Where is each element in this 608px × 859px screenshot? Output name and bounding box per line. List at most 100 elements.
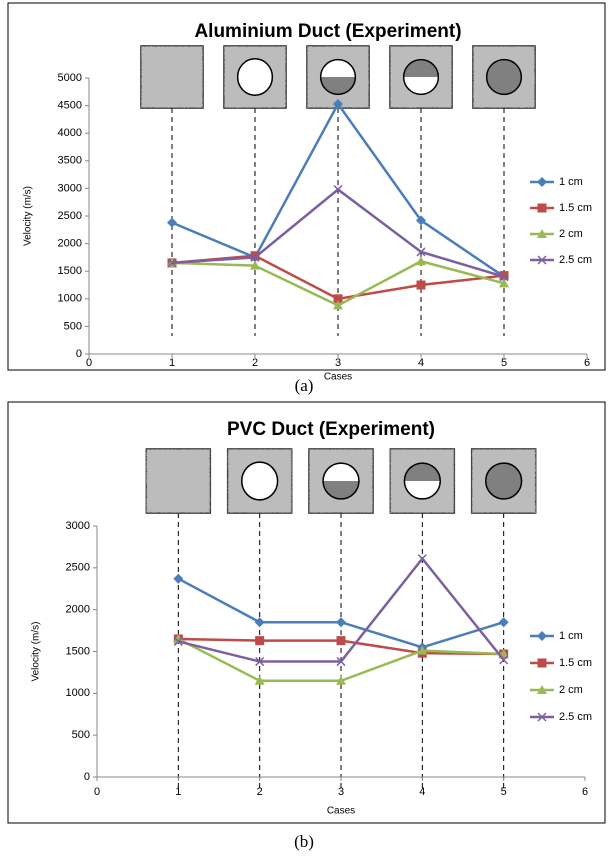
caption: (b) xyxy=(294,832,314,851)
legend-label: 1.5 cm xyxy=(559,657,592,669)
y-tick-label: 2500 xyxy=(66,562,90,574)
hole xyxy=(240,461,279,501)
marker xyxy=(336,636,346,646)
hole-bottom xyxy=(404,481,441,499)
y-tick-label: 2500 xyxy=(58,210,82,222)
marker xyxy=(417,645,428,655)
marker xyxy=(333,300,343,310)
x-tick-label: 2 xyxy=(257,786,263,798)
x-axis-label: Cases xyxy=(324,372,352,383)
chart-title: PVC Duct (Experiment) xyxy=(227,419,435,440)
hole xyxy=(236,58,274,96)
x-tick-label: 6 xyxy=(584,357,590,369)
y-tick-label: 4000 xyxy=(58,127,82,139)
caption: (a) xyxy=(295,376,314,395)
chart: Aluminium Duct (Experiment) (a) 0 500 1000 15… xyxy=(23,21,592,395)
marker xyxy=(333,98,343,109)
y-axis-label: Velocity (m/s) xyxy=(23,186,34,246)
texture xyxy=(146,449,211,513)
marker xyxy=(333,294,343,304)
x-tick-label: 1 xyxy=(175,786,181,798)
hole-top xyxy=(403,59,439,77)
y-axis-label: Velocity (m/s) xyxy=(31,621,42,681)
marker xyxy=(498,617,509,628)
x-tick-label: 0 xyxy=(86,357,92,369)
marker xyxy=(255,636,265,646)
y-tick-label: 0 xyxy=(84,771,90,783)
y-tick-label: 0 xyxy=(76,348,82,360)
legend-marker xyxy=(537,685,547,694)
marker xyxy=(417,554,427,564)
legend-marker xyxy=(537,255,547,265)
marker xyxy=(499,272,509,282)
hole-bottom xyxy=(320,77,356,95)
y-tick-label: 2000 xyxy=(66,604,90,616)
marker xyxy=(336,657,346,667)
legend-label: 1.5 cm xyxy=(559,202,592,214)
x-tick-label: 3 xyxy=(335,357,341,369)
marker xyxy=(173,636,183,646)
hole xyxy=(484,462,523,500)
hole-top xyxy=(323,463,359,481)
x-tick-label: 4 xyxy=(419,786,425,798)
legend-label: 2.5 cm xyxy=(559,711,592,723)
marker xyxy=(336,675,346,685)
marker xyxy=(416,247,426,257)
marker xyxy=(416,215,426,226)
hole-top xyxy=(404,463,441,481)
x-tick-label: 0 xyxy=(94,786,100,798)
texture xyxy=(141,46,203,108)
x-tick-label: 2 xyxy=(252,357,258,369)
y-tick-label: 3000 xyxy=(66,520,90,532)
marker xyxy=(167,258,177,268)
legend-label: 1 cm xyxy=(559,630,583,642)
y-tick-label: 1000 xyxy=(58,293,82,305)
hole xyxy=(322,462,360,500)
marker xyxy=(416,280,426,290)
y-tick-label: 3000 xyxy=(58,182,82,194)
marker xyxy=(250,251,260,261)
hole xyxy=(485,58,523,96)
marker xyxy=(499,278,509,288)
chart-title: Aluminium Duct (Experiment) xyxy=(194,21,461,42)
y-tick-label: 2000 xyxy=(58,238,82,250)
chart: PVC Duct (Experiment) (b) 0 500 1000 1500 2000… xyxy=(31,419,592,851)
x-tick-label: 5 xyxy=(501,786,507,798)
hole xyxy=(403,462,442,500)
hole xyxy=(319,58,357,96)
hole xyxy=(402,58,440,96)
x-axis-label: Cases xyxy=(327,806,355,817)
legend-marker xyxy=(537,203,547,213)
marker xyxy=(250,260,260,270)
y-tick-label: 1000 xyxy=(66,687,90,699)
y-tick-label: 4500 xyxy=(58,100,82,112)
hole-top xyxy=(320,59,356,77)
legend-label: 2.5 cm xyxy=(559,254,592,266)
marker xyxy=(255,657,265,667)
y-tick-label: 1500 xyxy=(66,645,90,657)
x-tick-label: 5 xyxy=(501,357,507,369)
y-tick-label: 500 xyxy=(64,320,82,332)
marker xyxy=(499,655,509,665)
hole-bottom xyxy=(323,481,359,499)
hole-bottom xyxy=(403,77,439,95)
legend-label: 2 cm xyxy=(559,684,583,696)
legend-label: 2 cm xyxy=(559,228,583,240)
marker xyxy=(416,256,426,266)
legend-marker xyxy=(537,712,547,722)
marker xyxy=(254,675,265,685)
legend-marker xyxy=(537,229,547,238)
marker xyxy=(167,217,177,228)
y-tick-label: 3500 xyxy=(58,155,82,167)
legend-marker xyxy=(537,631,547,641)
legend-marker xyxy=(537,658,547,668)
x-tick-label: 4 xyxy=(418,357,424,369)
y-tick-label: 1500 xyxy=(58,265,82,277)
marker xyxy=(250,252,260,262)
marker xyxy=(333,184,343,195)
x-tick-label: 6 xyxy=(582,786,588,798)
marker xyxy=(336,617,346,628)
legend-label: 1 cm xyxy=(559,176,583,188)
y-tick-label: 5000 xyxy=(58,72,82,84)
